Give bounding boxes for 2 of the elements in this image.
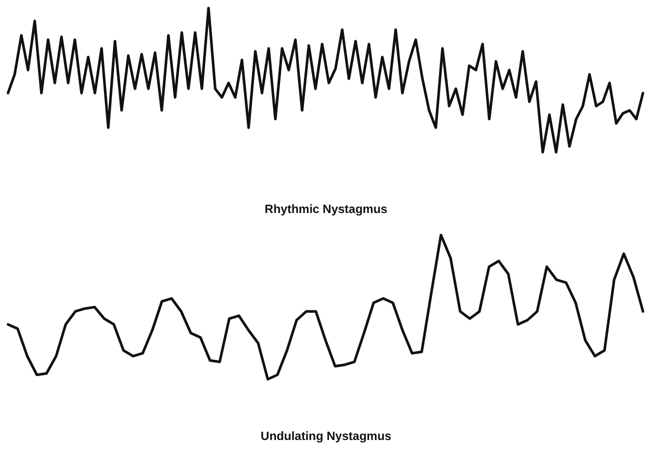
text: Undulating Nystagmus <box>260 429 392 444</box>
text: Rhythmic Nystagmus <box>264 202 388 216</box>
